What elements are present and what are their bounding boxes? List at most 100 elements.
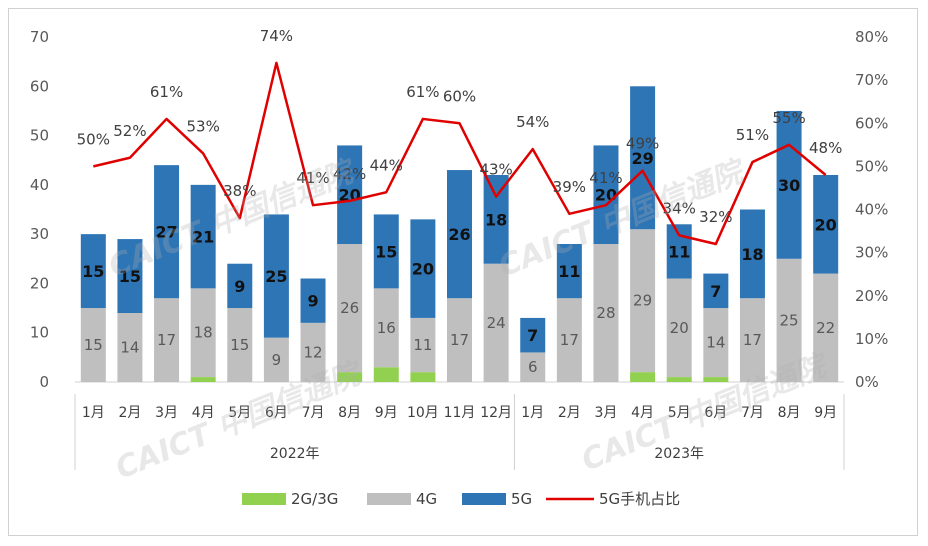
bar-label-4g: 29 — [633, 292, 652, 310]
bar-5g — [556, 244, 582, 299]
chart-frame: 0 10 20 30 40 50 60 70 0% 10% 20% 30% 40% 50% 60% 70% 80… — [8, 8, 918, 536]
line-data-label: 60% — [443, 87, 476, 105]
bar-label-5g: 11 — [558, 262, 580, 281]
bar-label-4g: 14 — [120, 339, 139, 357]
legend-label: 5G手机占比 — [599, 490, 680, 508]
line-data-label: 61% — [150, 83, 183, 101]
bar-label-4g: 6 — [528, 358, 538, 376]
x-tick-label: 7月 — [741, 405, 764, 421]
bar-label-4g: 15 — [230, 336, 249, 354]
bar-2g-3g — [337, 372, 363, 382]
legend-swatch — [462, 493, 506, 505]
y-right-tick-label: 20% — [855, 287, 888, 305]
bar-label-5g: 9 — [307, 292, 318, 311]
y-right-tick-label: 50% — [855, 157, 888, 175]
line-data-label: 52% — [113, 122, 146, 140]
bar-5g — [190, 184, 216, 289]
bar-5g — [337, 145, 363, 244]
bar-2g-3g — [373, 367, 399, 382]
x-tick-label: 7月 — [302, 405, 325, 421]
bar-label-4g: 12 — [303, 343, 322, 361]
bar-label-5g: 9 — [234, 277, 245, 296]
bar-5g — [227, 263, 253, 309]
legend-swatch — [367, 493, 411, 505]
bar-label-5g: 15 — [119, 267, 141, 286]
bar-label-4g: 14 — [706, 334, 725, 352]
bar-2g-3g — [666, 377, 692, 382]
y-left-tick-label: 60 — [30, 77, 49, 95]
bar-4g — [703, 308, 729, 378]
bar-label-5g: 7 — [527, 326, 538, 345]
y-left-tick-label: 40 — [30, 176, 49, 194]
bar-5g — [373, 214, 399, 289]
bar-label-5g: 21 — [192, 228, 214, 247]
line-data-label: 74% — [260, 27, 293, 45]
x-tick-label: 5月 — [228, 405, 251, 421]
line-data-label: 48% — [809, 139, 842, 157]
bar-label-5g: 20 — [815, 215, 837, 234]
x-group-label: 2022年 — [270, 446, 320, 462]
bar-4g — [263, 337, 289, 382]
bar-5g — [520, 317, 546, 353]
line-data-label: 51% — [736, 126, 769, 144]
x-tick-label: 3月 — [595, 405, 618, 421]
line-data-label: 39% — [553, 178, 586, 196]
legend-label: 4G — [416, 490, 437, 508]
bar-5g — [483, 175, 509, 264]
bar-label-4g: 28 — [596, 304, 615, 322]
x-tick-label: 1月 — [521, 405, 544, 421]
bar-4g — [483, 263, 509, 382]
bar-4g — [300, 322, 326, 382]
bar-4g — [80, 308, 106, 382]
bar-label-5g: 15 — [82, 262, 104, 281]
bar-5g — [263, 214, 289, 338]
bar-label-5g: 30 — [778, 176, 800, 195]
y-left-tick-label: 0 — [39, 373, 49, 391]
bar-label-4g: 9 — [272, 351, 282, 369]
x-tick-label: 4月 — [631, 405, 654, 421]
bar-5g — [703, 273, 729, 309]
legend-label: 2G/3G — [291, 490, 338, 508]
bar-2g-3g — [703, 377, 729, 382]
bar-2g-3g — [190, 377, 216, 382]
bar-label-5g: 18 — [485, 210, 507, 229]
line-data-label: 32% — [699, 208, 732, 226]
line-data-label: 53% — [186, 117, 219, 135]
bar-label-4g: 17 — [743, 331, 762, 349]
bar-label-4g: 24 — [487, 314, 506, 332]
bar-4g — [117, 313, 143, 382]
line-data-label: 42% — [333, 165, 366, 183]
line-data-label: 34% — [663, 199, 696, 217]
bar-5g — [593, 145, 619, 244]
bar-4g — [556, 298, 582, 382]
bar-label-5g: 29 — [631, 149, 653, 168]
x-tick-label: 6月 — [704, 405, 727, 421]
bar-label-5g: 18 — [741, 245, 763, 264]
x-tick-label: 11月 — [444, 405, 476, 421]
bar-label-4g: 18 — [194, 324, 213, 342]
y-right-tick-label: 40% — [855, 201, 888, 219]
line-data-label: 50% — [77, 130, 110, 148]
bar-4g — [630, 229, 656, 373]
bar-label-4g: 15 — [84, 336, 103, 354]
y-left-tick-label: 10 — [30, 324, 49, 342]
bar-label-5g: 15 — [375, 242, 397, 261]
x-tick-label: 9月 — [375, 405, 398, 421]
legend-swatch — [242, 493, 286, 505]
line-data-label: 38% — [223, 182, 256, 200]
x-group-label: 2023年 — [654, 446, 704, 462]
bar-5g — [117, 239, 143, 313]
y-right-tick-label: 0% — [855, 373, 879, 391]
bar-2g-3g — [630, 372, 656, 382]
bar-4g — [520, 352, 546, 382]
bar-5g — [776, 110, 802, 259]
bar-4g — [227, 308, 253, 382]
x-tick-label: 10月 — [407, 405, 439, 421]
bar-4g — [410, 317, 436, 373]
bar-5g — [739, 209, 765, 299]
bar-5g — [630, 86, 656, 230]
bar-4g — [813, 273, 839, 382]
x-tick-label: 1月 — [82, 405, 105, 421]
chart-canvas: 0 10 20 30 40 50 60 70 0% 10% 20% 30% 40% 50% 60% 70% 80… — [30, 27, 888, 508]
line-data-label: 54% — [516, 113, 549, 131]
